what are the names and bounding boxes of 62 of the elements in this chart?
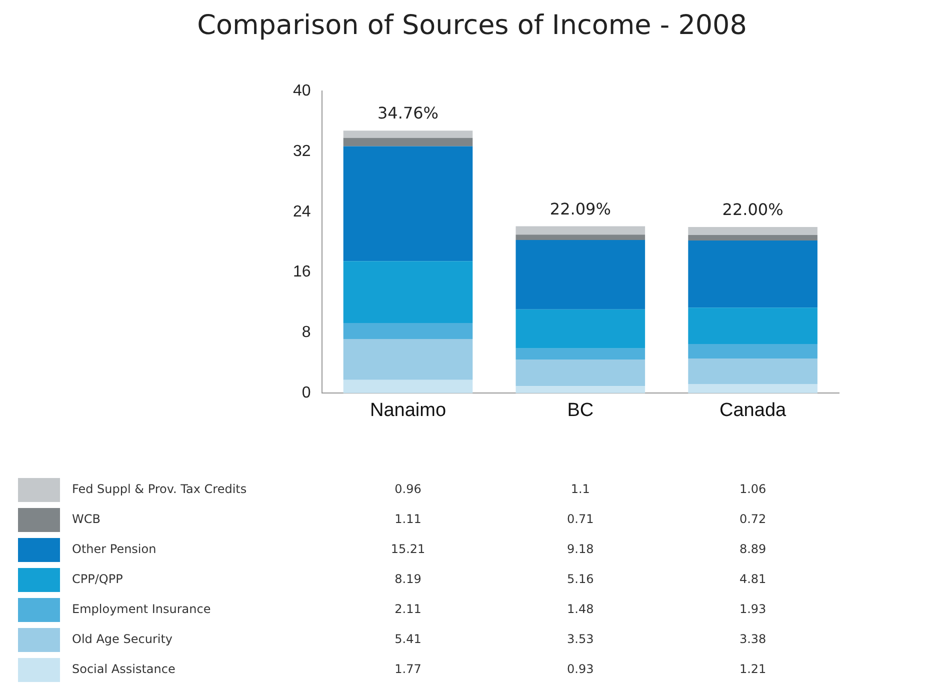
data-label: 1.11 (394, 512, 422, 526)
bar (516, 226, 646, 235)
data-label: 1.1 (570, 482, 590, 496)
bar (343, 338, 473, 380)
x-tick-label: Canada (720, 400, 787, 421)
y-tick-label: 24 (293, 203, 311, 220)
bar (688, 235, 818, 240)
bar (343, 323, 473, 339)
bar (516, 309, 646, 348)
data-label: 4.81 (739, 572, 766, 586)
data-label: 0.93 (567, 662, 594, 676)
data-label: 3.53 (567, 632, 594, 646)
bar (688, 358, 818, 384)
data-label: 15.21 (390, 542, 426, 556)
data-label: 0.71 (567, 512, 594, 526)
y-tick-label: 8 (302, 324, 311, 342)
data-label: 3.38 (739, 632, 766, 646)
x-tick-label: Nanaimo (370, 400, 446, 421)
chart-title: Comparison of Sources of Income - 2008 (196, 9, 748, 43)
data-label: 1.21 (739, 662, 766, 676)
data-label: 1.48 (567, 602, 594, 616)
bar (688, 308, 818, 344)
legend-label: Fed Suppl & Prov. Tax Credits (72, 482, 247, 496)
data-label: 8.89 (739, 542, 766, 556)
data-label: 5.16 (567, 572, 594, 586)
x-tick-label: BC (567, 400, 594, 421)
legend-label: Old Age Security (72, 632, 173, 646)
bar (688, 344, 818, 359)
bar (343, 146, 473, 262)
data-label: 8.19 (394, 572, 422, 586)
y-tick-label: 16 (293, 264, 311, 281)
y-tick-label: 40 (293, 82, 311, 100)
bar (688, 384, 818, 394)
total-label: 22.00% (722, 200, 784, 220)
legend-label: WCB (72, 512, 100, 526)
legend-label: Employment Insurance (72, 602, 211, 616)
y-tick-label: 32 (293, 142, 311, 160)
bar (688, 226, 818, 235)
data-label: 1.93 (739, 602, 766, 616)
legend-label: CPP/QPP (72, 572, 123, 586)
bar (516, 348, 646, 360)
data-label: 0.72 (739, 512, 766, 526)
data-label: 1.77 (394, 662, 422, 676)
bar (516, 360, 646, 386)
bar (343, 138, 473, 146)
bar (688, 240, 818, 308)
bar (516, 234, 646, 240)
data-label: 5.41 (394, 632, 422, 646)
total-label: 22.09% (550, 199, 611, 218)
total-label: 34.76% (377, 104, 439, 123)
data-label: 0.96 (394, 482, 422, 496)
data-label: 1.06 (739, 482, 766, 496)
data-label: 2.11 (394, 602, 422, 616)
bar (343, 380, 473, 394)
y-tick-label: 0 (302, 384, 311, 402)
bar (516, 240, 646, 310)
bar (516, 386, 646, 394)
legend-label: Social Assistance (72, 662, 176, 676)
data-label: 9.18 (567, 542, 594, 556)
bar (343, 261, 473, 324)
legend-label: Other Pension (72, 542, 156, 556)
bar (343, 130, 473, 138)
